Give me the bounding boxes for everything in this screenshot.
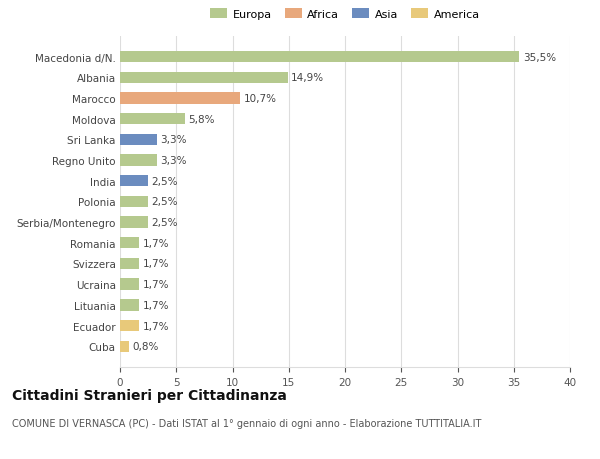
Text: 1,7%: 1,7% — [143, 321, 169, 331]
Text: 35,5%: 35,5% — [523, 52, 556, 62]
Text: 14,9%: 14,9% — [291, 73, 324, 83]
Text: 3,3%: 3,3% — [161, 135, 187, 145]
Bar — [120, 217, 148, 228]
Bar — [120, 134, 157, 146]
Text: 10,7%: 10,7% — [244, 94, 277, 104]
Text: Cittadini Stranieri per Cittadinanza: Cittadini Stranieri per Cittadinanza — [12, 388, 287, 402]
Text: 2,5%: 2,5% — [151, 218, 178, 228]
Text: COMUNE DI VERNASCA (PC) - Dati ISTAT al 1° gennaio di ogni anno - Elaborazione T: COMUNE DI VERNASCA (PC) - Dati ISTAT al … — [12, 418, 481, 428]
Bar — [120, 320, 139, 331]
Bar — [120, 114, 185, 125]
Bar — [120, 52, 520, 63]
Text: 1,7%: 1,7% — [143, 300, 169, 310]
Text: 5,8%: 5,8% — [188, 114, 215, 124]
Bar — [120, 279, 139, 290]
Bar — [120, 196, 148, 207]
Text: 1,7%: 1,7% — [143, 280, 169, 290]
Bar — [120, 258, 139, 269]
Text: 1,7%: 1,7% — [143, 259, 169, 269]
Text: 3,3%: 3,3% — [161, 156, 187, 166]
Text: 2,5%: 2,5% — [151, 176, 178, 186]
Bar — [120, 73, 287, 84]
Text: 1,7%: 1,7% — [143, 238, 169, 248]
Legend: Europa, Africa, Asia, America: Europa, Africa, Asia, America — [206, 5, 484, 25]
Bar — [120, 176, 148, 187]
Bar — [120, 341, 129, 352]
Bar — [120, 300, 139, 311]
Bar — [120, 155, 157, 166]
Bar — [120, 93, 241, 104]
Text: 2,5%: 2,5% — [151, 197, 178, 207]
Text: 0,8%: 0,8% — [133, 341, 159, 352]
Bar — [120, 238, 139, 249]
